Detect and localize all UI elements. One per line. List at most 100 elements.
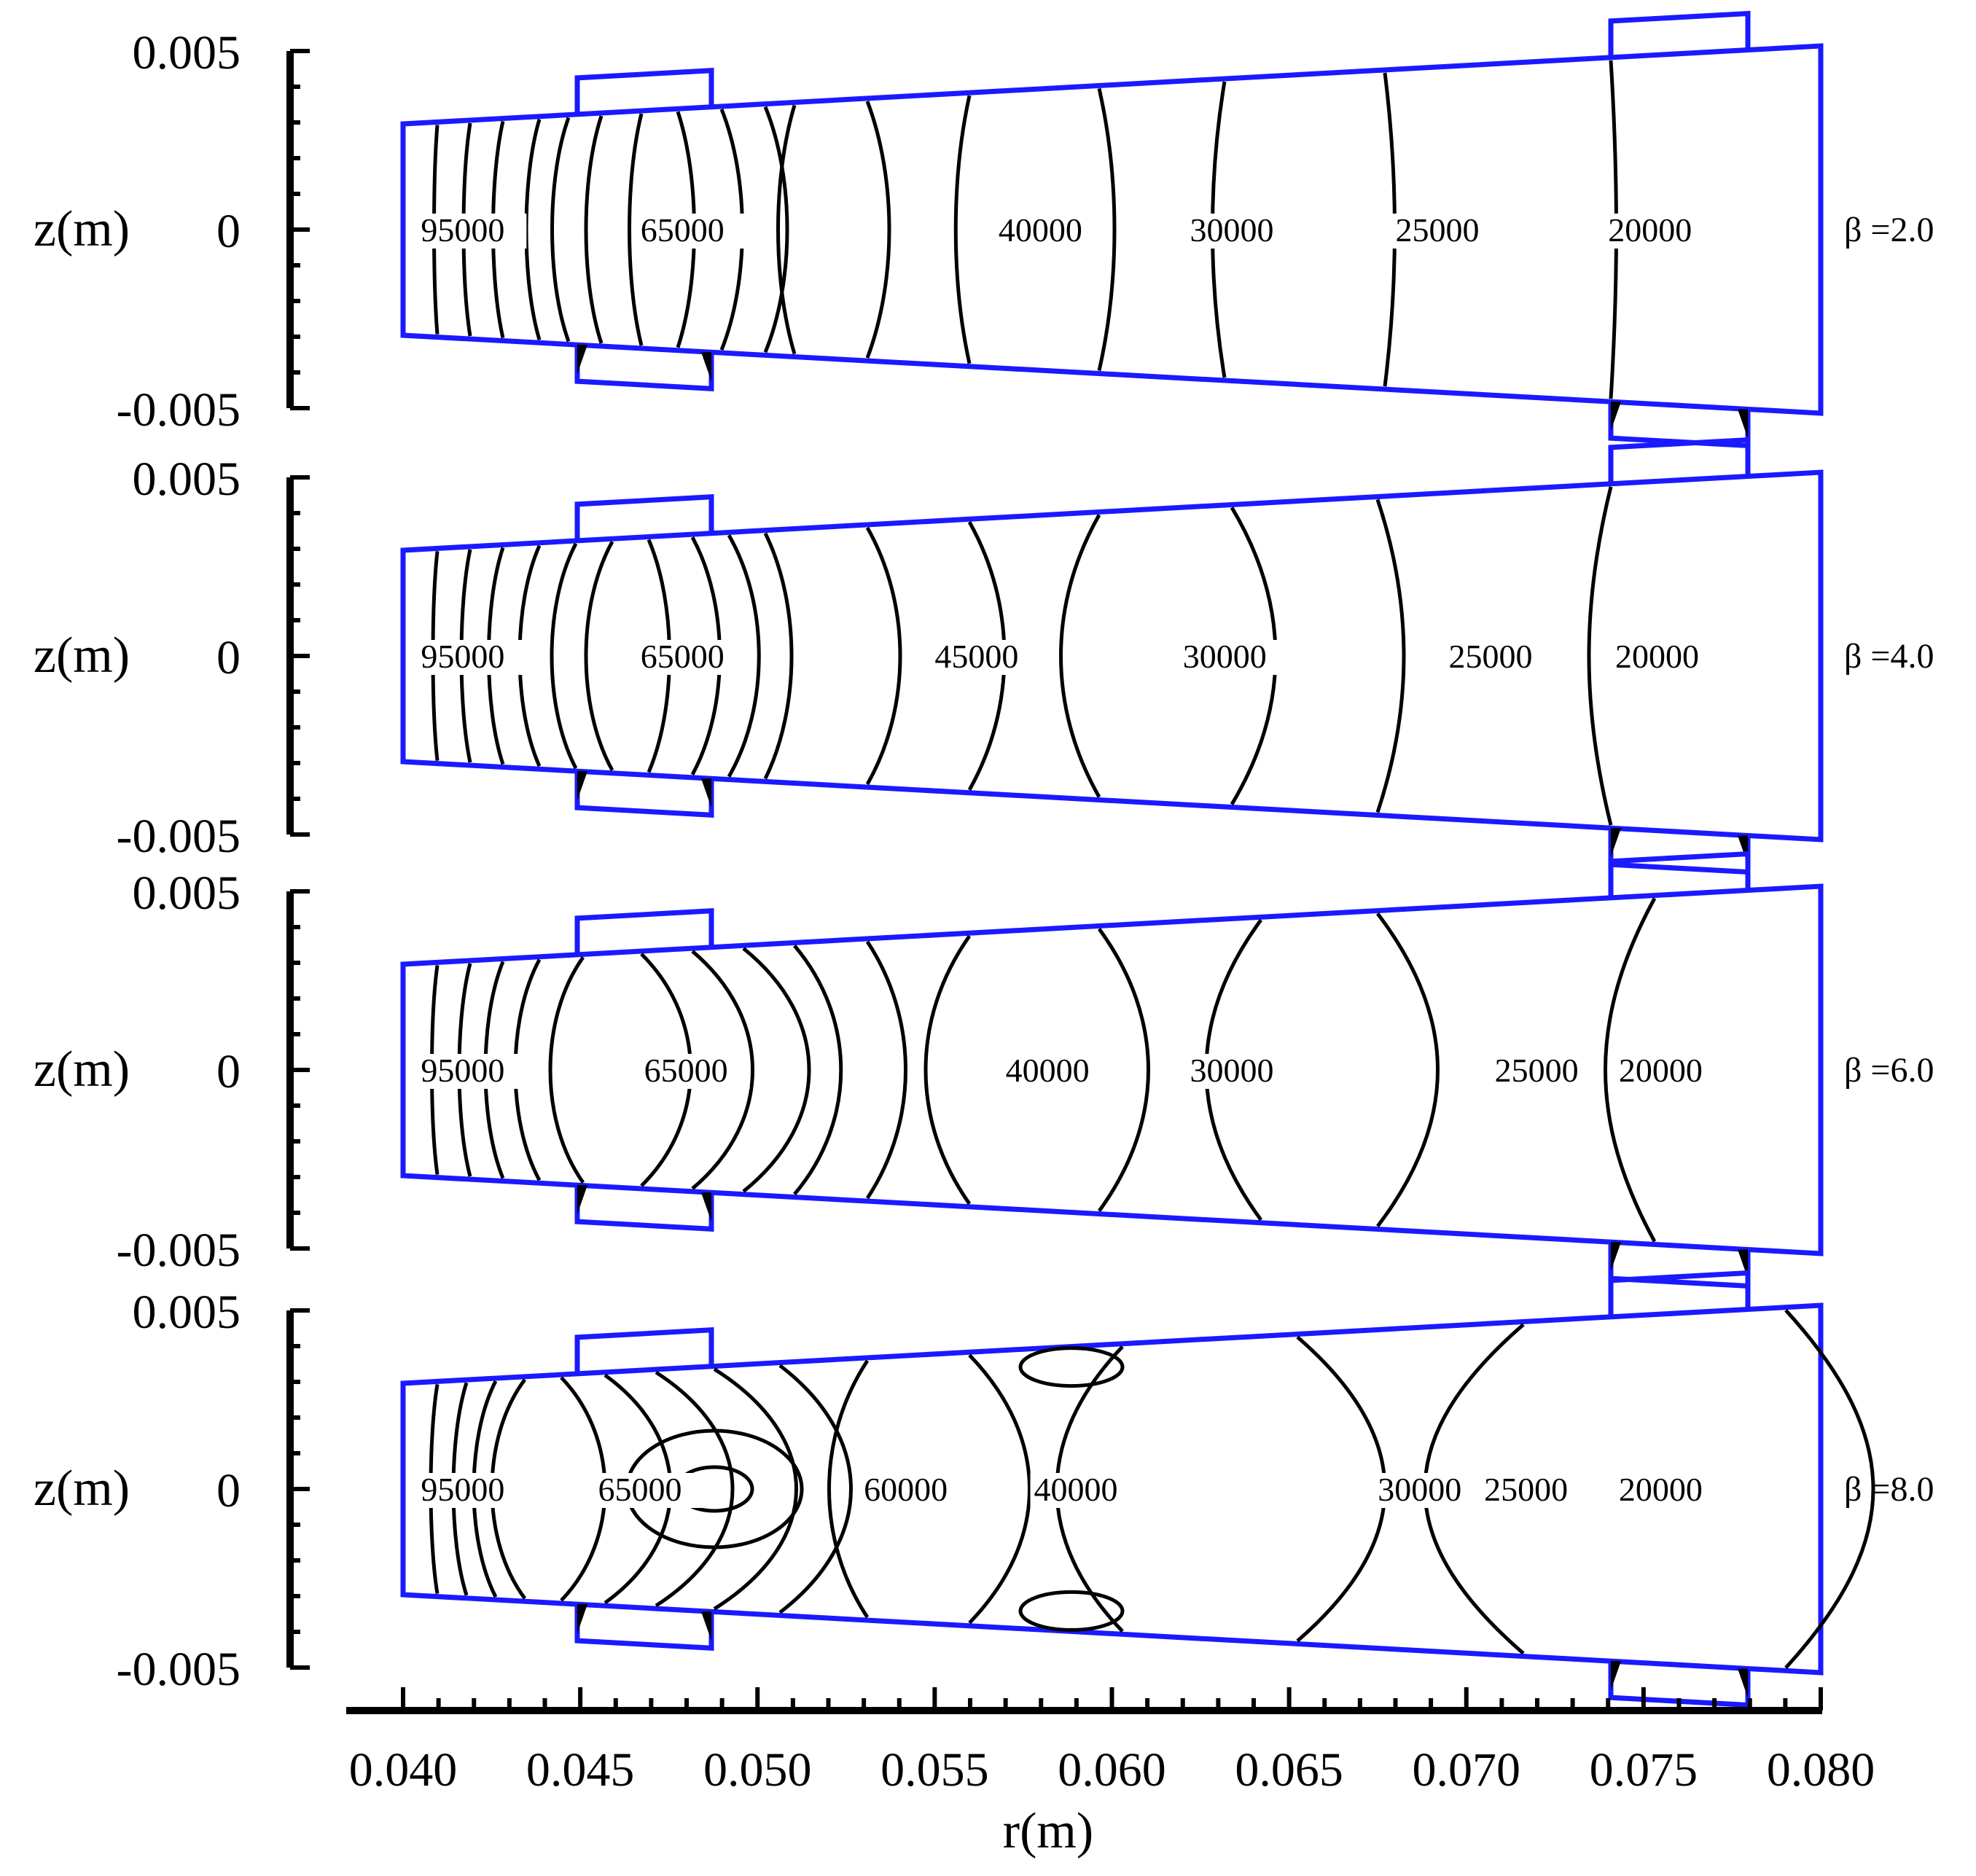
contour-line: [1059, 514, 1101, 798]
contour-line: [550, 117, 571, 343]
contour-line: [1376, 912, 1440, 1228]
z-tick-label: -0.005: [117, 810, 241, 863]
contour-label-bg: [1374, 1473, 1484, 1508]
contour-line: [628, 113, 644, 346]
domain-outline: [400, 883, 1824, 1256]
r-tick-label: 0.045: [526, 1743, 635, 1797]
contour-label-bg: [636, 640, 746, 675]
r-axis: 0.040 0.045 0.050 0.055 0.060 0.065 0.070 0.075…: [346, 1687, 1875, 1859]
contour-label-bg: [1186, 214, 1296, 249]
contour-label: 65000: [644, 1052, 728, 1089]
contour-island: [1018, 1590, 1125, 1632]
contour-line: [865, 940, 907, 1200]
contour-label: 20000: [1619, 1052, 1703, 1089]
corner-mark: [701, 1192, 711, 1222]
wall-cap-top: [1608, 437, 1751, 484]
panel-beta-2: 0.005 0 -0.005 z(m) 95000 65000 45000 30000 2500…: [34, 437, 1934, 875]
z-axis: 0.005 0 -0.005 z(m): [34, 26, 310, 437]
wall-cap-top: [574, 1327, 714, 1374]
contour-label: 30000: [1183, 638, 1267, 675]
contour-label-bg: [1391, 214, 1501, 249]
beta-label: β =8.0: [1844, 1470, 1934, 1509]
contour-line: [655, 1370, 735, 1608]
contour-label-bg: [1001, 1054, 1112, 1089]
r-tick-label: 0.070: [1413, 1743, 1521, 1797]
contour-label-bg: [1480, 1473, 1590, 1508]
corner-mark: [1611, 402, 1621, 431]
corner-mark: [1611, 1242, 1621, 1272]
contour-label: 30000: [1190, 211, 1273, 249]
contour-label-bg: [417, 1473, 527, 1508]
contour-label-bg: [1179, 640, 1289, 675]
contour-label: 45000: [934, 638, 1018, 675]
contour-label-bg: [417, 1054, 527, 1089]
z-tick-label: -0.005: [117, 1224, 241, 1277]
z-tick-label: 0: [216, 1464, 241, 1517]
contour-line: [742, 947, 811, 1193]
corner-mark: [701, 1611, 711, 1641]
r-tick-label: 0.065: [1235, 1743, 1343, 1797]
contour-line: [778, 1364, 853, 1614]
contour-label: 25000: [1448, 638, 1532, 675]
wall-cap-top: [1608, 1270, 1751, 1317]
z-axis-title: z(m): [34, 628, 130, 684]
contour-line: [763, 532, 794, 780]
contour-label-bg: [1491, 1054, 1601, 1089]
corner-mark: [1738, 1668, 1748, 1698]
wall-cap-top: [1608, 851, 1751, 898]
contour-line: [776, 104, 797, 355]
contour-line: [691, 950, 754, 1190]
contour-label: 95000: [421, 1471, 504, 1508]
r-tick-label: 0.060: [1058, 1743, 1166, 1797]
r-tick-label: 0.075: [1590, 1743, 1698, 1797]
contour-line: [713, 1367, 798, 1611]
contour-line: [865, 101, 891, 359]
contour-label: 25000: [1484, 1471, 1568, 1508]
contour-line: [1604, 897, 1657, 1243]
corner-mark: [1738, 409, 1748, 439]
contour-label-bg: [1030, 1473, 1140, 1508]
z-tick-label: 0: [216, 1045, 241, 1098]
panels-layer: 0.005 0 -0.005 z(m) 95000 65000 40000 30000 2500…: [34, 10, 1934, 1708]
contour-line: [548, 955, 585, 1184]
contour-line: [1296, 1335, 1387, 1643]
corner-mark: [577, 1604, 587, 1634]
contour-label: 65000: [598, 1471, 682, 1508]
corner-mark: [577, 1185, 587, 1215]
contour-label: 20000: [1615, 638, 1699, 675]
contour-label-bg: [636, 214, 746, 249]
beta-label: β =6.0: [1844, 1051, 1934, 1090]
contour-label: 40000: [1034, 1471, 1118, 1508]
z-axis-title: z(m): [34, 1041, 130, 1098]
contour-line: [827, 1359, 870, 1619]
contour-label-bg: [1611, 640, 1721, 675]
domain-outline: [400, 43, 1824, 416]
domain-outline: [400, 469, 1824, 843]
contour-label: 95000: [421, 1052, 504, 1089]
r-tick-label: 0.055: [880, 1743, 989, 1797]
z-tick-label: -0.005: [117, 1643, 241, 1696]
z-axis: 0.005 0 -0.005 z(m): [34, 1286, 310, 1696]
contour-label-bg: [417, 214, 527, 249]
contour-line: [1097, 87, 1117, 372]
contour-line: [1375, 499, 1406, 813]
wall-cap-top: [1608, 10, 1751, 58]
wall-cap-top: [574, 908, 714, 955]
contour-label: 95000: [421, 211, 504, 249]
contour-label: 30000: [1378, 1471, 1461, 1508]
contour-label-bg: [994, 214, 1104, 249]
contour-label-bg: [931, 640, 1041, 675]
contour-line: [1784, 1308, 1875, 1670]
domain-outline: [400, 1302, 1824, 1676]
contour-label: 40000: [999, 211, 1082, 249]
z-axis: 0.005 0 -0.005 z(m): [34, 867, 310, 1277]
contour-line: [865, 526, 902, 786]
contour-line: [1097, 927, 1150, 1213]
z-tick-label: 0.005: [133, 867, 241, 920]
contour-line: [524, 119, 542, 340]
contour-label-bg: [594, 1473, 704, 1508]
contour-label: 40000: [1006, 1052, 1090, 1089]
contour-label-bg: [1186, 1054, 1296, 1089]
r-axis-title: r(m): [1003, 1803, 1093, 1859]
